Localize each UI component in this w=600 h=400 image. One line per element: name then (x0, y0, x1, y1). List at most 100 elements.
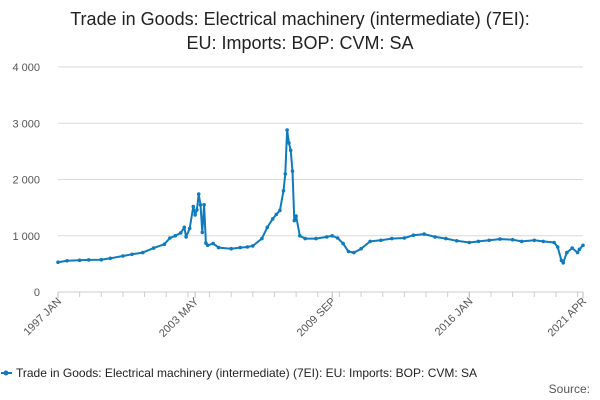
data-point (487, 238, 492, 243)
data-point (290, 169, 295, 173)
chart-title-line-2: EU: Imports: BOP: CVM: SA (186, 33, 413, 53)
data-point (352, 250, 356, 255)
data-point (196, 192, 201, 196)
data-point (368, 239, 372, 244)
data-point (519, 239, 524, 244)
data-point (108, 256, 113, 261)
data-point (205, 243, 210, 248)
source-label: Source: (549, 382, 590, 396)
data-point (281, 189, 286, 193)
data-point (229, 246, 233, 251)
legend[interactable]: Trade in Goods: Electrical machinery (in… (1, 366, 477, 380)
data-point (532, 238, 537, 243)
y-tick-label: 3 000 (12, 118, 40, 130)
data-point (274, 212, 279, 217)
data-point (245, 245, 250, 249)
data-point (56, 260, 60, 265)
data-point (191, 204, 196, 209)
data-point (570, 246, 574, 250)
data-point (498, 237, 502, 241)
data-point (476, 239, 481, 244)
data-point (346, 249, 351, 254)
data-point (141, 250, 145, 255)
legend-label: Trade in Goods: Electrical machinery (in… (16, 366, 477, 380)
data-point (238, 245, 242, 250)
data-point (65, 259, 69, 263)
data-point (552, 240, 556, 245)
x-tick-label: 1997 JAN (21, 296, 64, 339)
series-layer (56, 128, 585, 265)
data-point (314, 236, 318, 241)
data-point (454, 239, 459, 243)
data-point (283, 172, 288, 176)
y-tick-label: 0 (34, 287, 40, 299)
data-point (151, 246, 156, 250)
data-point (390, 236, 394, 241)
data-point (288, 148, 293, 153)
data-point (198, 203, 203, 207)
data-point (575, 250, 580, 255)
data-point (278, 208, 282, 213)
data-point (86, 258, 91, 262)
data-point (193, 213, 197, 217)
data-point (178, 231, 183, 235)
x-tick-label: 2021 APR (546, 296, 590, 340)
data-point (202, 203, 206, 207)
data-point (555, 245, 560, 249)
data-point (298, 234, 302, 238)
data-point (216, 245, 221, 250)
data-point (77, 258, 82, 263)
data-point (325, 235, 329, 239)
x-tick-label: 2003 MAY (157, 295, 202, 340)
y-tick-label: 1 000 (12, 231, 40, 243)
data-point (359, 246, 363, 251)
data-point (402, 236, 407, 240)
data-point (292, 218, 297, 223)
data-point (285, 128, 289, 132)
data-point (330, 234, 335, 238)
data-point (184, 235, 188, 239)
data-point (565, 250, 569, 255)
data-point (379, 238, 383, 243)
data-point (422, 232, 427, 236)
data-point (335, 236, 340, 240)
data-point (411, 233, 416, 237)
data-point (260, 236, 264, 241)
data-point (444, 236, 448, 241)
data-point (510, 237, 515, 242)
data-point (121, 254, 125, 258)
data-point (162, 242, 167, 246)
data-point (130, 252, 134, 257)
x-tick-label: 2009 SEP (295, 296, 339, 340)
data-point (99, 257, 104, 262)
data-point (168, 236, 172, 240)
data-point (303, 236, 308, 241)
data-point (173, 234, 178, 238)
data-point (211, 241, 215, 246)
data-point (341, 241, 345, 246)
data-point (467, 240, 472, 245)
data-point (541, 239, 546, 244)
data-point (287, 141, 291, 145)
y-axis: 0 1 000 2 000 3 000 4 000 (12, 62, 40, 299)
data-point (433, 235, 437, 239)
chart-title-line-1: Trade in Goods: Electrical machinery (in… (70, 9, 530, 29)
data-point (187, 226, 192, 231)
data-point (265, 225, 270, 230)
series-line (57, 129, 584, 264)
data-point (251, 244, 255, 248)
y-tick-label: 4 000 (12, 62, 40, 74)
data-point (195, 208, 199, 212)
data-point (577, 247, 582, 252)
grid (58, 66, 583, 293)
data-point (200, 230, 205, 235)
data-point (270, 217, 275, 221)
data-point (182, 225, 187, 230)
data-point (561, 261, 565, 265)
data-point (294, 214, 298, 218)
y-tick-label: 2 000 (12, 175, 40, 187)
legend-swatch-marker (3, 370, 9, 376)
data-point (581, 243, 585, 248)
x-axis: 1997 JAN 2003 MAY 2009 SEP 2016 JAN 2021 APR (21, 292, 589, 340)
